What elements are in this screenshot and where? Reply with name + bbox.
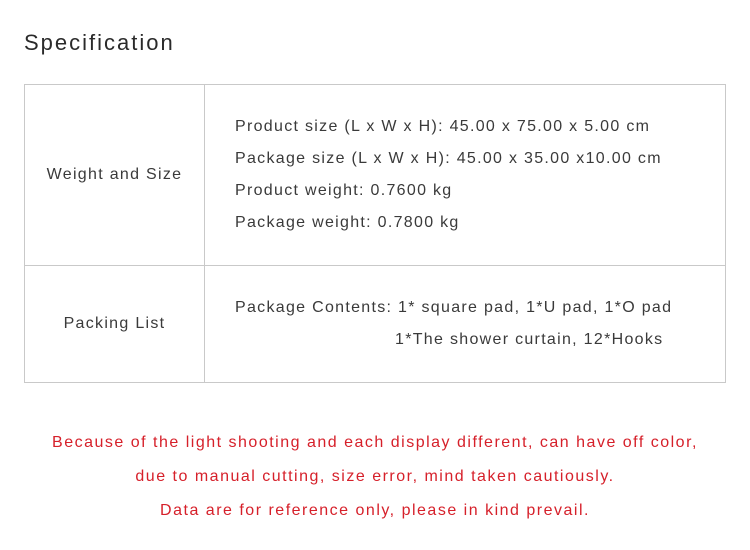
- spec-line: Package weight: 0.7800 kg: [235, 211, 715, 235]
- table-row: Packing List Package Contents: 1* square…: [25, 266, 726, 383]
- table-row: Weight and Size Product size (L x W x H)…: [25, 85, 726, 266]
- specification-table: Weight and Size Product size (L x W x H)…: [24, 84, 726, 383]
- spec-line: Product size (L x W x H): 45.00 x 75.00 …: [235, 115, 715, 139]
- spec-line: 1*The shower curtain, 12*Hooks: [235, 328, 715, 352]
- row-label: Packing List: [25, 266, 205, 383]
- notice-line: Data are for reference only, please in k…: [24, 495, 726, 527]
- spec-line: Package Contents: 1* square pad, 1*U pad…: [235, 296, 715, 320]
- notice-line: Because of the light shooting and each d…: [24, 427, 726, 459]
- row-label: Weight and Size: [25, 85, 205, 266]
- spec-line: Product weight: 0.7600 kg: [235, 179, 715, 203]
- notice-line: due to manual cutting, size error, mind …: [24, 461, 726, 493]
- row-value: Package Contents: 1* square pad, 1*U pad…: [205, 266, 726, 383]
- spec-line: Package size (L x W x H): 45.00 x 35.00 …: [235, 147, 715, 171]
- section-title: Specification: [24, 30, 726, 56]
- row-value: Product size (L x W x H): 45.00 x 75.00 …: [205, 85, 726, 266]
- notice-text: Because of the light shooting and each d…: [24, 427, 726, 527]
